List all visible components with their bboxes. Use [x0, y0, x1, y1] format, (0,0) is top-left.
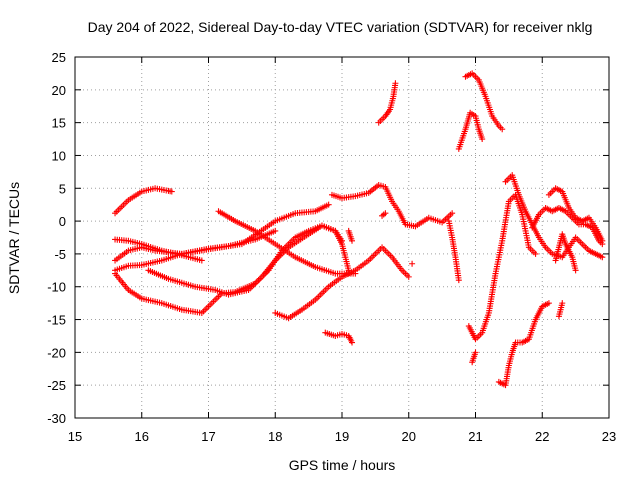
series-arc-19: [469, 349, 479, 366]
series-arc-16: [455, 109, 486, 152]
data-point: [168, 188, 175, 195]
series-arc-18: [465, 191, 539, 343]
data-point: [382, 210, 389, 217]
data-point: [325, 201, 332, 208]
data-point: [449, 210, 456, 217]
y-tick-label: -10: [47, 280, 66, 295]
series-arc-10: [322, 329, 356, 346]
series-arc-01: [112, 185, 175, 217]
data-point: [349, 237, 356, 244]
chart-title: Day 204 of 2022, Sidereal Day-to-day VTE…: [88, 19, 593, 35]
data-point: [409, 260, 416, 267]
x-tick-label: 20: [402, 429, 416, 444]
y-tick-label: -30: [47, 411, 66, 426]
x-tick-label: 22: [535, 429, 549, 444]
data-point: [392, 80, 399, 87]
y-tick-label: -25: [47, 378, 66, 393]
x-axis: 15 16 17 18 19 20 21 22 23: [68, 57, 616, 444]
x-tick-label: 19: [335, 429, 349, 444]
series-arc-06: [145, 222, 352, 298]
data-point: [405, 273, 412, 280]
y-tick-label: 20: [52, 83, 66, 98]
y-axis: 25 20 15 10 5 0 -5 -10 -15 -20 -25 -30: [47, 50, 609, 426]
y-tick-label: -5: [54, 247, 66, 262]
x-tick-label: 23: [602, 429, 616, 444]
series-arc-15: [445, 218, 462, 284]
series-arc-14: [409, 260, 416, 267]
series-arc-24: [552, 231, 579, 274]
series-arc-17: [462, 70, 506, 133]
data-point: [198, 257, 205, 264]
data-point: [479, 136, 486, 143]
y-axis-label: SDTVAR / TECUs: [6, 182, 22, 294]
series-arc-20: [495, 300, 552, 389]
data-point: [349, 339, 356, 346]
data-point: [472, 349, 479, 356]
y-tick-label: 10: [52, 148, 66, 163]
data-points: [112, 70, 606, 389]
series-arc-04: [112, 201, 332, 274]
data-point: [532, 250, 539, 257]
x-tick-label: 17: [201, 429, 215, 444]
y-tick-label: 5: [59, 181, 66, 196]
x-tick-label: 18: [268, 429, 282, 444]
series-arc-12: [375, 80, 399, 126]
y-tick-label: 15: [52, 116, 66, 131]
data-point: [455, 277, 462, 284]
data-point: [599, 254, 606, 261]
series-arc-09: [328, 181, 456, 230]
x-tick-label: 21: [468, 429, 482, 444]
data-point: [599, 237, 606, 244]
data-point: [545, 300, 552, 307]
data-point: [272, 227, 279, 234]
y-tick-label: 0: [59, 214, 66, 229]
x-tick-label: 15: [68, 429, 82, 444]
series-arc-08: [272, 244, 412, 322]
series-arc-25: [555, 300, 566, 320]
series-arc-23: [545, 185, 606, 244]
data-point: [499, 126, 506, 133]
x-tick-label: 16: [135, 429, 149, 444]
x-axis-label: GPS time / hours: [289, 457, 396, 473]
series-arc-13: [379, 210, 389, 219]
y-tick-label: -20: [47, 345, 66, 360]
y-tick-label: -15: [47, 313, 66, 328]
data-point: [572, 267, 579, 274]
series-arc-11: [345, 227, 356, 244]
data-point: [559, 300, 566, 307]
series-arc-22: [529, 204, 606, 248]
series-arc-21: [502, 172, 606, 261]
y-tick-label: 25: [52, 50, 66, 65]
